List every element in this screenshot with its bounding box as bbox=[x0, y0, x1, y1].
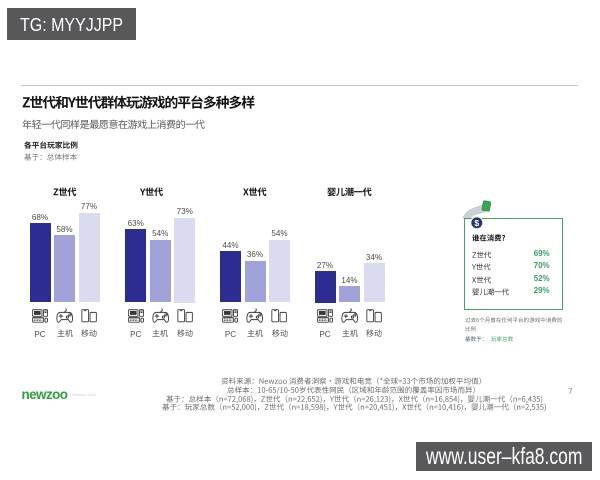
svg-text:$: $ bbox=[474, 218, 479, 228]
